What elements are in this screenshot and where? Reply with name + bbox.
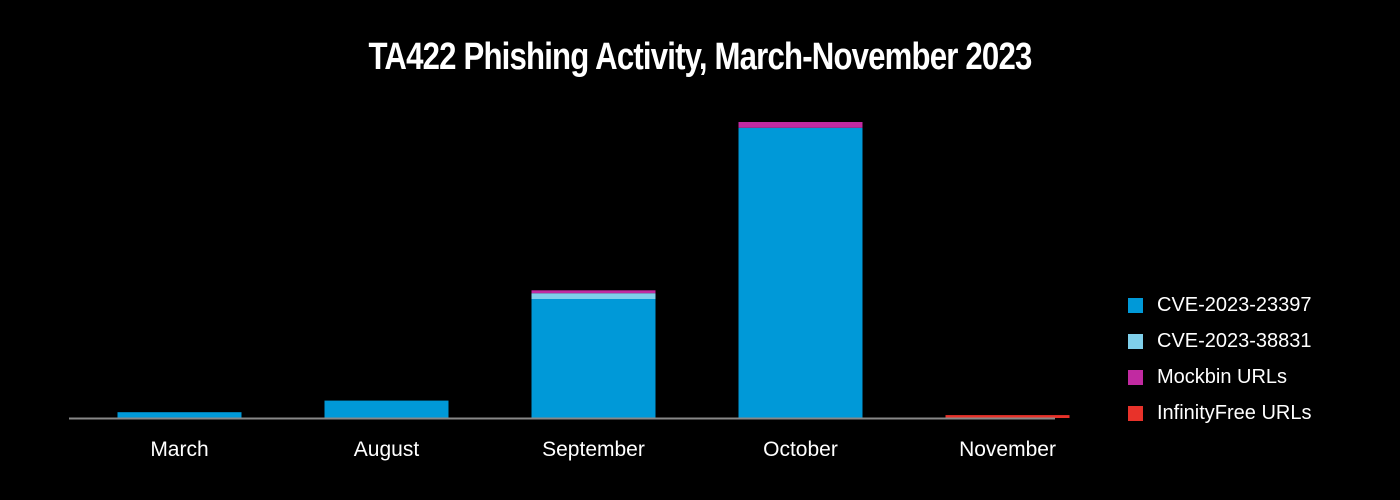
chart-title: TA422 Phishing Activity, March-November … — [368, 36, 1033, 78]
bar-segment — [531, 299, 656, 418]
bar-segment — [738, 122, 863, 128]
legend-label: Mockbin URLs — [1157, 365, 1288, 388]
bar-segment — [324, 400, 449, 418]
legend-item-cve-2023-38831: CVE-2023-38831 — [1128, 323, 1312, 359]
x-tick-label: October — [763, 438, 838, 461]
x-tick-label: August — [354, 438, 420, 461]
legend-item-infinityfree-urls: InfinityFree URLs — [1128, 395, 1312, 431]
bar-segment — [117, 412, 242, 418]
legend-swatch — [1128, 297, 1143, 313]
x-tick-label: November — [959, 438, 1056, 461]
bar-segment — [531, 290, 656, 294]
legend-item-mockbin-urls: Mockbin URLs — [1128, 359, 1312, 395]
legend-swatch — [1128, 333, 1143, 349]
x-tick-label: September — [542, 438, 645, 461]
legend-swatch — [1128, 369, 1143, 385]
legend-item-cve-2023-23397: CVE-2023-23397 — [1128, 287, 1312, 323]
chart-legend: CVE-2023-23397 CVE-2023-38831 Mockbin UR… — [1128, 287, 1312, 431]
x-tick-label: March — [150, 438, 208, 461]
legend-label: InfinityFree URLs — [1157, 401, 1312, 424]
bar-segment — [945, 415, 1070, 418]
legend-swatch — [1128, 405, 1143, 421]
legend-label: CVE-2023-38831 — [1157, 329, 1312, 352]
legend-label: CVE-2023-23397 — [1157, 293, 1312, 316]
bar-segment — [738, 127, 863, 418]
bar-segment — [531, 293, 656, 300]
